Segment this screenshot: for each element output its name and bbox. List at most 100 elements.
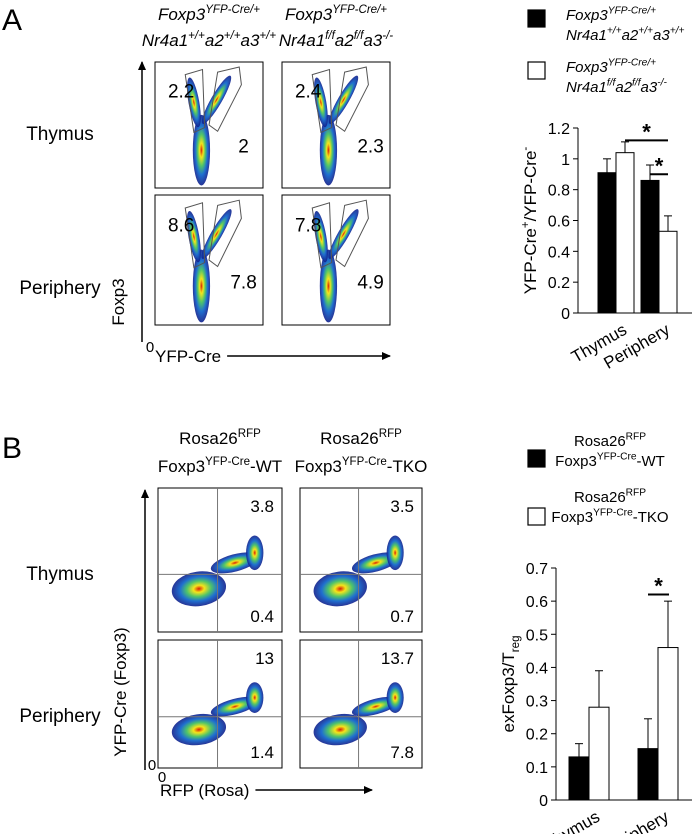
density-cloud (186, 77, 201, 128)
text-segment: YFP-Cre/+ (608, 6, 656, 17)
density-cloud (192, 249, 211, 323)
text-segment: f/f (354, 30, 365, 42)
density-cloud (171, 713, 227, 746)
column-header: Nr4a1+/+a2+/+a3+/+ (142, 30, 277, 50)
gate-value: 13 (255, 649, 274, 668)
column-header: Foxp3YFP-Cre-WT (158, 456, 282, 476)
y-tick-label: 1 (561, 152, 570, 169)
text-segment: - (520, 147, 532, 151)
gate-value: 0.7 (390, 607, 414, 626)
density-cloud (201, 75, 232, 124)
bar (640, 179, 660, 314)
column-header: Rosa26RFP (320, 428, 402, 448)
legend-label: Nr4a1+/+a2+/+a3+/+ (566, 26, 684, 44)
text-segment: + (520, 221, 532, 228)
text-segment: Foxp3 (285, 5, 333, 24)
y-tick-label: 0.5 (526, 627, 548, 644)
gate-value: 2.3 (357, 137, 383, 158)
text-segment: Rosa26 (574, 489, 626, 506)
gate (208, 66, 242, 133)
axis-origin: 0 (158, 769, 166, 786)
legend-swatch (527, 9, 546, 28)
text-segment: Foxp3 (566, 59, 608, 76)
text-segment: Nr4a1 (566, 27, 607, 44)
legend-label: Nr4a1f/fa2f/fa3-/- (566, 78, 667, 96)
gate (335, 199, 369, 268)
text-segment: Foxp3 (551, 509, 593, 526)
y-tick-label: 0.4 (548, 244, 570, 261)
density-cloud (186, 210, 201, 263)
legend-swatch (527, 449, 546, 468)
legend-label: Foxp3YFP-Cre/+ (566, 58, 656, 76)
legend-swatch (527, 61, 546, 80)
text-segment: a2 (615, 79, 632, 96)
y-tick-label: 1.2 (548, 121, 570, 138)
legend-swatch (527, 507, 546, 526)
bar (658, 230, 678, 314)
gate (184, 68, 206, 134)
text-segment: a2 (335, 31, 354, 50)
significance-star: * (655, 153, 664, 178)
y-tick-label: 0.7 (526, 561, 548, 578)
text-segment: +/+ (607, 26, 622, 37)
bar (637, 748, 659, 801)
text-segment: RFP (379, 428, 402, 440)
bar (597, 172, 617, 314)
text-segment: Rosa26 (574, 433, 626, 450)
text-segment: /YFP-Cre (521, 151, 540, 222)
x-tick-label: Thymus (541, 807, 603, 834)
gate-value: 7.8 (230, 273, 256, 294)
panel-label: B (2, 432, 22, 465)
gate-value: 0.4 (250, 607, 274, 626)
density-cloud (246, 682, 264, 713)
text-segment: Nr4a1 (142, 31, 188, 50)
bar (657, 647, 679, 801)
significance-star: * (654, 574, 663, 599)
density-cloud (313, 571, 367, 607)
row-label: Periphery (19, 706, 101, 727)
y-tick-label: 0.6 (526, 594, 548, 611)
row-label: Thymus (26, 564, 94, 585)
text-segment: RFP (626, 488, 647, 499)
density-cloud (246, 535, 264, 571)
gate-value: 1.4 (250, 743, 274, 762)
density-cloud (319, 249, 338, 323)
text-segment: RFP (238, 428, 261, 440)
text-segment: YFP-Cre/+ (608, 58, 656, 69)
x-tick-label: Periphery (599, 807, 672, 834)
density-cloud (313, 210, 328, 263)
text-segment: Foxp3 (295, 457, 342, 476)
text-segment: RFP (626, 432, 647, 443)
column-header: Rosa26RFP (179, 428, 261, 448)
text-segment: Foxp3 (555, 453, 597, 470)
text-segment: a3 (653, 27, 670, 44)
gate (208, 199, 242, 268)
y-axis-label: exFoxp3/Treg (499, 635, 522, 732)
row-label: Thymus (26, 124, 94, 145)
significance-star: * (642, 119, 651, 144)
y-tick-label: 0.2 (548, 275, 570, 292)
text-segment: f/f (632, 78, 642, 89)
text-segment: +/+ (670, 26, 685, 37)
y-axis-label: YFP-Cre (Foxp3) (111, 627, 130, 756)
y-tick-label: 0 (561, 306, 570, 323)
gate-value: 7.8 (390, 743, 414, 762)
column-header: Foxp3YFP-Cre-TKO (295, 456, 428, 476)
text-segment: a3 (641, 79, 658, 96)
gate-value: 13.7 (381, 649, 414, 668)
gate-value: 3.8 (250, 497, 274, 516)
text-segment: +/+ (259, 30, 276, 42)
gate-value: 7.8 (295, 215, 321, 236)
text-segment: Foxp3 (158, 5, 206, 24)
bar (615, 152, 635, 314)
text-segment: a2 (205, 31, 224, 50)
density-cloud (201, 209, 232, 259)
y-axis-label: Foxp3 (109, 278, 128, 325)
y-tick-label: 0.3 (526, 694, 548, 711)
text-segment: a3 (363, 31, 382, 50)
legend-label: Foxp3YFP-Cre-WT (555, 452, 665, 470)
axis-origin: 0 (148, 757, 156, 774)
text-segment: YFP-Cre (593, 508, 633, 519)
text-segment: -/- (382, 30, 393, 42)
y-tick-label: 0.6 (548, 214, 570, 231)
